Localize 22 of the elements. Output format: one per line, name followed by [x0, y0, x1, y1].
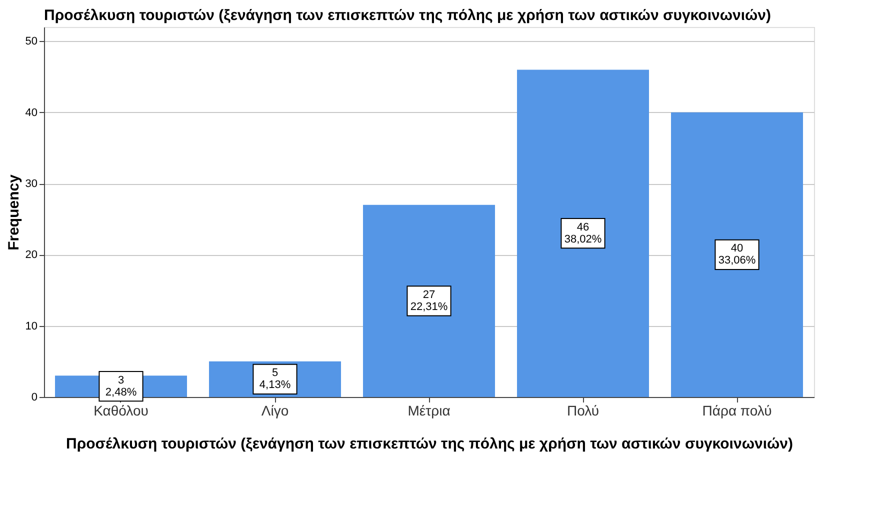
data-label: 3 2,48% [105, 374, 137, 398]
data-label: 27 22,31% [410, 288, 448, 313]
x-axis-title: Προσέλκυση τουριστών (ξενάγηση των επισκεπτών της πόλης με χρήση των αστικών συγκοινωνιών) [66, 436, 794, 452]
bar [671, 112, 803, 397]
data-label: 5 4,13% [259, 367, 291, 392]
y-tick-label: 0 [31, 392, 38, 404]
y-tick-label: 20 [25, 249, 38, 262]
bar [363, 204, 495, 397]
data-label: 40 33,06% [718, 242, 756, 267]
x-tick-label: Μέτρια [408, 402, 450, 418]
x-tick-label: Λίγο [261, 402, 289, 418]
data-label: 46 38,02% [564, 221, 602, 246]
y-tick-label: 30 [25, 178, 38, 190]
y-axis-title: Frequency [5, 174, 22, 250]
x-tick-label: Καθόλου [94, 402, 148, 418]
bar [517, 70, 649, 397]
y-tick-label: 50 [25, 36, 38, 48]
x-tick-label: Πολύ [567, 402, 599, 418]
chart-title: Προσέλκυση τουριστών (ξενάγηση των επισκεπτών της πόλης με χρήση των αστικών συγκοινωνιών) [44, 7, 772, 24]
y-tick-label: 40 [25, 106, 38, 119]
x-tick-label: Πάρα πολύ [702, 402, 772, 418]
y-tick-label: 10 [25, 320, 38, 332]
